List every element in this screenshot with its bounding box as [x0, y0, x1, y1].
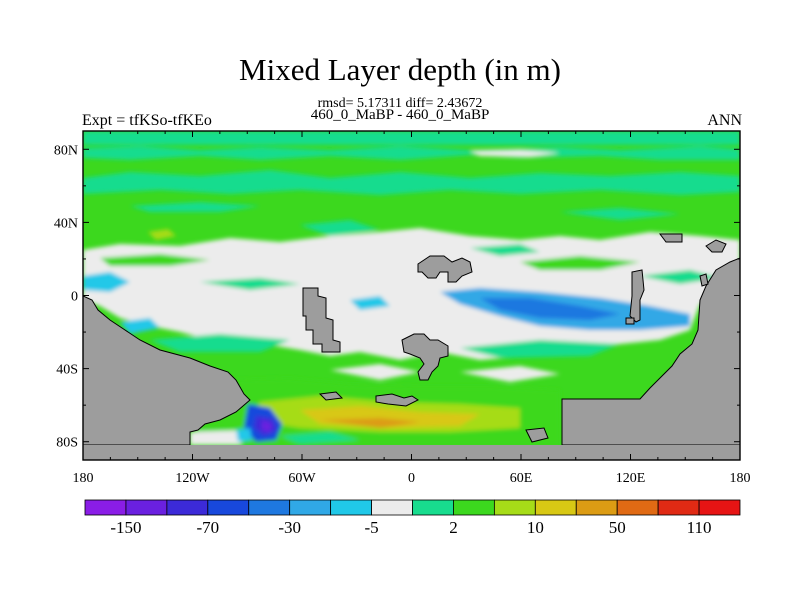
field-patch-npac-teal: [560, 208, 680, 220]
x-tick-label: 120W: [175, 471, 210, 486]
x-tick-label: 60W: [288, 471, 316, 486]
field-band-arctic: [83, 131, 740, 145]
colorbar-label: 50: [609, 518, 626, 537]
colorbar-swatch: [84, 499, 127, 516]
land-island-tiny-2: [659, 233, 683, 243]
land-africa: [561, 257, 740, 446]
land-island-tiny-4: [699, 273, 709, 287]
colorbar-swatch: [125, 499, 168, 516]
chart-subtitle: 460_0_MaBP - 460_0_MaBP: [310, 107, 490, 123]
colorbar-swatch: [371, 499, 413, 516]
x-axis: 180 120W 60W 0 60E 120E 180: [73, 131, 751, 486]
colorbar-swatch: [207, 499, 250, 516]
field-patch-arctic-teal: [83, 146, 740, 160]
field-eq-cyan-bits: [120, 318, 160, 334]
season-label: ANN: [707, 112, 742, 129]
field-cyan-nearpocket: [236, 428, 252, 442]
colorbar-swatch: [412, 499, 454, 516]
land-island-east: [629, 269, 645, 323]
x-tick-label: 120E: [616, 471, 646, 486]
field-ss-gray-2: [460, 366, 560, 382]
colorbar-swatch: [493, 499, 536, 516]
field-eq-cyan-atl: [350, 296, 390, 310]
field-streak-2: [200, 278, 300, 290]
colorbar-label: -150: [110, 518, 141, 537]
colorbar-label: -30: [278, 518, 301, 537]
y-tick-label: 40S: [56, 363, 78, 378]
field-so-teal-bits: [280, 432, 360, 444]
land-island-north: [417, 255, 473, 283]
land-masses: [83, 233, 740, 446]
colorbar-swatch: [534, 499, 577, 516]
colorbar-label: 110: [687, 518, 712, 537]
experiment-label: Expt = tfKSo-tfKEo: [82, 112, 212, 129]
field-streak-4: [470, 244, 540, 256]
plot-area: [83, 131, 740, 460]
stats-line: rmsd= 5.17311 diff= 2.43672: [317, 96, 483, 111]
field-purple-pocket-core: [262, 420, 272, 432]
field-eq-blue-inner: [480, 298, 620, 320]
land-island-tiny-3: [705, 239, 727, 253]
colorbar-swatch: [616, 499, 659, 516]
field-ss-gray-1: [330, 364, 420, 380]
colorbar-swatch: [657, 499, 700, 516]
chart-title: Mixed Layer depth (in m): [239, 52, 561, 87]
field-patch-nh-teal: [130, 202, 260, 212]
y-axis: 80N 40N 0 40S 80S: [54, 143, 740, 451]
field-patch-arctic-gray: [470, 150, 560, 157]
y-tick-label: 80N: [54, 143, 78, 158]
colorbar-label: -70: [196, 518, 219, 537]
field-ss-teal-2: [460, 340, 620, 358]
land-antarctica: [83, 445, 740, 460]
field-streak-3: [520, 256, 640, 270]
colorbar-swatch: [289, 499, 332, 516]
land-island-so-1: [375, 393, 419, 407]
field-so-gray-floor: [190, 430, 250, 445]
land-island-so-3: [525, 427, 549, 443]
field-streak-1: [100, 254, 210, 266]
field-so-band-orange: [320, 418, 420, 428]
colorbar-label: 2: [449, 518, 458, 537]
x-tick-label: 60E: [510, 471, 533, 486]
field-ss-teal-1: [150, 334, 290, 352]
colorbar-label: -5: [364, 518, 378, 537]
y-tick-label: 0: [71, 290, 78, 305]
colorbar-swatch: [698, 499, 741, 516]
land-island-so-2: [318, 391, 344, 401]
land-island-natl: [302, 287, 341, 353]
x-tick-label: 180: [73, 471, 94, 486]
field-streak-5: [640, 270, 720, 284]
y-tick-label: 40N: [54, 216, 78, 231]
land-island-center: [401, 333, 449, 381]
colorbar-swatch: [330, 499, 372, 516]
colorbar-label: 10: [527, 518, 544, 537]
x-tick-label: 180: [730, 471, 751, 486]
land-island-tiny-1: [625, 317, 635, 325]
field-eq-cyan-west: [83, 272, 130, 292]
field-patch-nh-yellowgreen: [148, 229, 176, 240]
y-tick-label: 80S: [56, 436, 78, 451]
colorbar-swatch: [166, 499, 209, 516]
x-tick-label: 0: [408, 471, 415, 486]
field-band-midlat: [83, 170, 740, 195]
colorbar-swatch: [248, 499, 291, 516]
land-south-america: [83, 295, 251, 446]
mixed-layer-field: [83, 131, 740, 445]
colorbar-swatch: [575, 499, 618, 516]
colorbar: -150 -70 -30 -5 2 10 50 110: [84, 499, 741, 537]
field-patch-natl-teal: [300, 220, 380, 236]
colorbar-swatch: [453, 499, 495, 516]
